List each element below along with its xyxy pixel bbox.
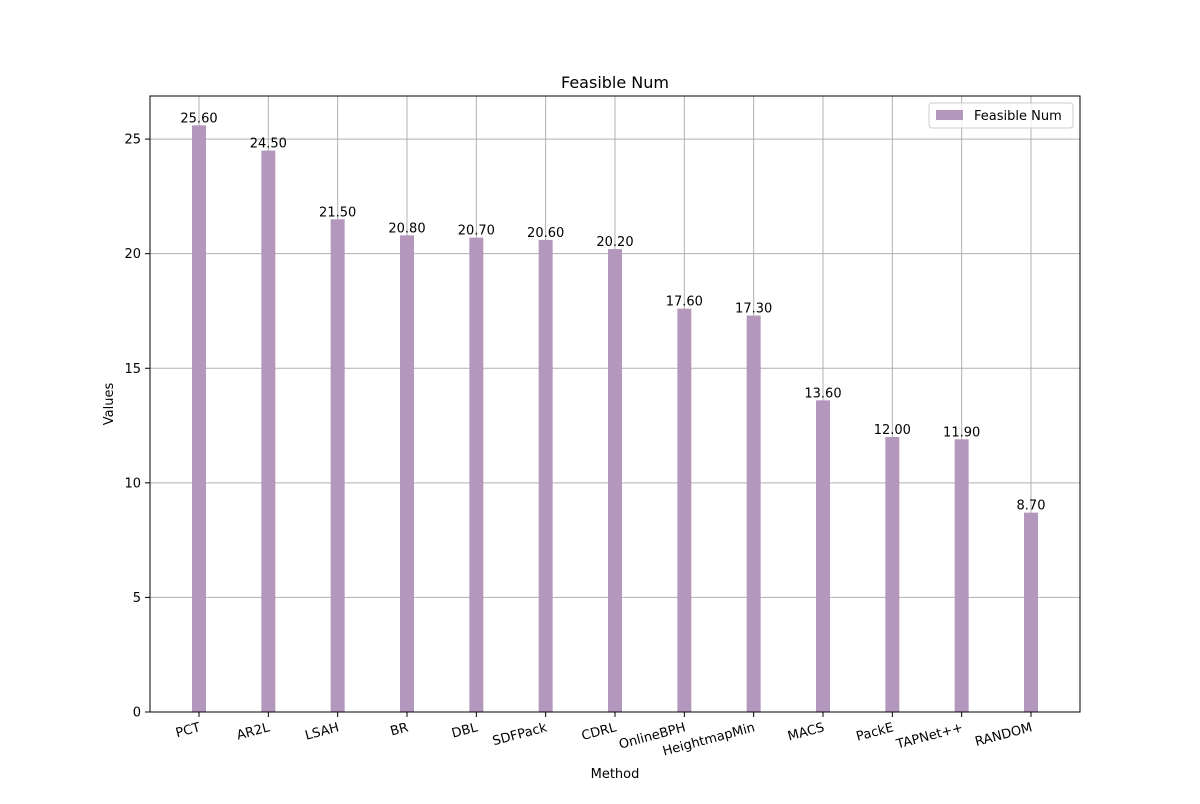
bar-heightmapmin xyxy=(746,315,761,712)
bar-value-label: 20.80 xyxy=(388,221,425,236)
y-axis-label: Values xyxy=(102,383,117,426)
x-tick-label: RANDOM xyxy=(974,720,1034,750)
x-tick-label: BR xyxy=(389,720,410,739)
legend-swatch xyxy=(936,110,963,120)
x-tick-label: AR2L xyxy=(235,720,272,743)
legend: Feasible Num xyxy=(928,102,1074,129)
bar-value-label: 17.30 xyxy=(735,302,772,317)
bar-value-label: 8.70 xyxy=(1017,499,1046,514)
bar-pct xyxy=(192,125,206,713)
x-tick-label: PCT xyxy=(174,720,202,741)
bar-value-label: 20.70 xyxy=(458,224,495,239)
bars xyxy=(192,125,1038,713)
bar-dbl xyxy=(469,237,484,712)
bar-value-label: 24.50 xyxy=(250,137,287,152)
bar-sdfpack xyxy=(538,239,553,712)
bar-cdrl xyxy=(607,249,622,713)
x-tick-label: TAPNet++ xyxy=(894,720,965,752)
bar-value-label: 21.50 xyxy=(319,205,356,220)
bar-random xyxy=(1023,512,1038,712)
x-tick-label: DBL xyxy=(450,720,480,741)
bar-tapnet- xyxy=(954,439,969,712)
y-tick-label: 0 xyxy=(133,706,141,721)
legend-box xyxy=(928,102,1074,129)
bar-value-label: 12.00 xyxy=(874,423,911,438)
bar-macs xyxy=(815,400,830,712)
x-tick-label: CDRL xyxy=(580,720,619,744)
bar-br xyxy=(399,235,414,713)
legend-label: Feasible Num xyxy=(974,109,1062,124)
bar-ar2l xyxy=(261,150,276,712)
bar-value-label: 13.60 xyxy=(804,386,841,401)
bar-lsah xyxy=(330,219,345,712)
x-tick-label: PackE xyxy=(855,720,896,744)
bar-value-label: 11.90 xyxy=(943,425,980,440)
x-axis-label: Method xyxy=(591,767,640,782)
chart-title: Feasible Num xyxy=(561,73,669,92)
y-tick-label: 25 xyxy=(124,133,141,148)
bar-value-label: 20.60 xyxy=(527,226,564,241)
y-tick-label: 15 xyxy=(124,362,141,377)
bar-packe xyxy=(885,437,900,712)
bar-onlinebph xyxy=(677,308,692,712)
value-labels: 25.60 24.50 21.50 20.80 20.70 20.60 20.20 17.60… xyxy=(180,111,1045,513)
x-tick-label: SDFPack xyxy=(491,720,549,749)
y-tick-label: 10 xyxy=(124,476,141,491)
x-tick-label: MACS xyxy=(786,720,826,744)
bar-value-label: 17.60 xyxy=(666,295,703,310)
bar-value-label: 20.20 xyxy=(596,235,633,250)
bar-value-label: 25.60 xyxy=(180,111,217,126)
y-tick-label: 5 xyxy=(133,591,141,606)
y-tick-label: 20 xyxy=(124,247,141,262)
x-tick-label: LSAH xyxy=(304,720,341,743)
